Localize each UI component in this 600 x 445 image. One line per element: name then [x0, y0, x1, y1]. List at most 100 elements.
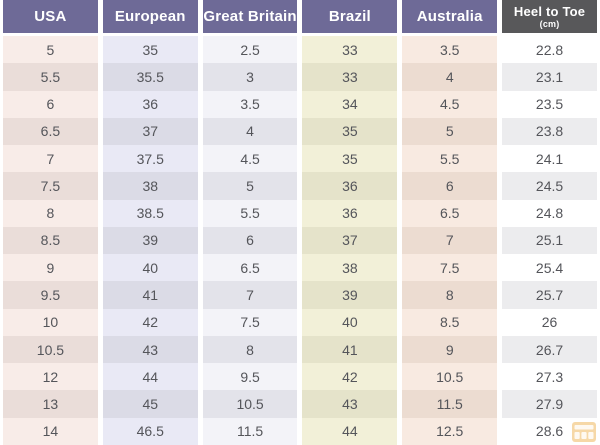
cell-european-row8: 39 — [102, 226, 198, 255]
cell-usa-row14: 13 — [3, 390, 98, 418]
cell-great_britain-row6: 5 — [202, 172, 298, 200]
cell-brazil-row7: 36 — [302, 199, 398, 227]
cell-great_britain-row11: 7.5 — [202, 308, 298, 336]
cell-great_britain-row13: 9.5 — [202, 363, 298, 391]
cell-great_britain-row1: 2.5 — [202, 36, 298, 64]
cell-european-row11: 42 — [102, 308, 198, 336]
column-header-european: European — [102, 0, 198, 33]
cell-australia-row8: 7 — [402, 226, 498, 255]
cell-brazil-row8: 37 — [302, 226, 398, 255]
column-brazil: Brazil 33 33 34 35 35 36 36 37 38 39 40 41 42 43 44 — [302, 0, 398, 445]
cell-brazil-row10: 39 — [302, 281, 398, 309]
cell-australia-row2: 4 — [402, 63, 498, 91]
cell-european-row12: 43 — [102, 335, 198, 364]
column-header-brazil: Brazil — [302, 0, 398, 33]
cell-european-row13: 44 — [102, 363, 198, 391]
header-label-european: European — [114, 8, 186, 25]
cell-european-row1: 35 — [102, 36, 198, 64]
cell-great_britain-row15: 11.5 — [202, 417, 298, 445]
cell-heel_to_toe-row8: 25.1 — [502, 226, 597, 255]
cell-brazil-row14: 43 — [302, 390, 398, 418]
cell-european-row6: 38 — [102, 172, 198, 200]
cell-great_britain-row10: 7 — [202, 281, 298, 309]
cell-european-row3: 36 — [102, 90, 198, 118]
cell-heel_to_toe-row13: 27.3 — [502, 363, 597, 391]
cell-australia-row1: 3.5 — [402, 36, 498, 64]
cell-usa-row15: 14 — [3, 417, 98, 445]
cell-heel_to_toe-row11: 26 — [502, 308, 597, 336]
cell-european-row5: 37.5 — [102, 145, 198, 173]
cell-european-row7: 38.5 — [102, 199, 198, 227]
cell-australia-row12: 9 — [402, 335, 498, 364]
cell-great_britain-row7: 5.5 — [202, 199, 298, 227]
column-header-heel_to_toe: Heel to Toe (cm) — [502, 0, 597, 33]
cell-brazil-row9: 38 — [302, 254, 398, 282]
cell-brazil-row3: 34 — [302, 90, 398, 118]
cell-heel_to_toe-row14: 27.9 — [502, 390, 597, 418]
cell-australia-row7: 6.5 — [402, 199, 498, 227]
cell-heel_to_toe-row3: 23.5 — [502, 90, 597, 118]
cell-heel_to_toe-row4: 23.8 — [502, 117, 597, 146]
cell-european-row10: 41 — [102, 281, 198, 309]
cell-great_britain-row4: 4 — [202, 117, 298, 146]
cell-great_britain-row12: 8 — [202, 335, 298, 364]
cell-heel_to_toe-row2: 23.1 — [502, 63, 597, 91]
cell-usa-row5: 7 — [3, 145, 98, 173]
header-label-australia: Australia — [416, 8, 483, 25]
cell-brazil-row11: 40 — [302, 308, 398, 336]
cell-heel_to_toe-row5: 24.1 — [502, 145, 597, 173]
cell-brazil-row2: 33 — [302, 63, 398, 91]
cell-usa-row8: 8.5 — [3, 226, 98, 255]
cell-usa-row4: 6.5 — [3, 117, 98, 146]
cell-heel_to_toe-row6: 24.5 — [502, 172, 597, 200]
cell-great_britain-row8: 6 — [202, 226, 298, 255]
cell-australia-row9: 7.5 — [402, 254, 498, 282]
column-heel_to_toe: Heel to Toe (cm) 22.8 23.1 23.5 23.8 24.1 24.5 2… — [502, 0, 597, 445]
cell-great_britain-row9: 6.5 — [202, 254, 298, 282]
cell-australia-row5: 5.5 — [402, 145, 498, 173]
cell-usa-row3: 6 — [3, 90, 98, 118]
cell-great_britain-row2: 3 — [202, 63, 298, 91]
cell-great_britain-row3: 3.5 — [202, 90, 298, 118]
cell-australia-row11: 8.5 — [402, 308, 498, 336]
cell-usa-row1: 5 — [3, 36, 98, 64]
column-great_britain: Great Britain 2.5 3 3.5 4 4.5 5 5.5 6 6.5 7 7.5 8 9.5… — [202, 0, 298, 445]
cell-brazil-row5: 35 — [302, 145, 398, 173]
cell-heel_to_toe-row15: 28.6 — [502, 417, 597, 445]
cell-australia-row6: 6 — [402, 172, 498, 200]
column-header-usa: USA — [3, 0, 98, 33]
cell-australia-row10: 8 — [402, 281, 498, 309]
cell-usa-row6: 7.5 — [3, 172, 98, 200]
column-european: European 35 35.5 36 37 37.5 38 38.5 39 40 41 42 43 44… — [102, 0, 198, 445]
column-header-australia: Australia — [402, 0, 498, 33]
cell-brazil-row6: 36 — [302, 172, 398, 200]
column-usa: USA 5 5.5 6 6.5 7 7.5 8 8.5 9 9.5 10 10.5 12 13 14 — [3, 0, 98, 445]
cell-european-row15: 46.5 — [102, 417, 198, 445]
cell-european-row2: 35.5 — [102, 63, 198, 91]
cell-brazil-row12: 41 — [302, 335, 398, 364]
header-label-great_britain: Great Britain — [203, 8, 297, 25]
column-australia: Australia 3.5 4 4.5 5 5.5 6 6.5 7 7.5 8 8.5 9 10.5 11.… — [402, 0, 498, 445]
table-logo-icon — [572, 422, 596, 442]
cell-australia-row14: 11.5 — [402, 390, 498, 418]
header-sublabel-heel_to_toe: (cm) — [539, 18, 560, 29]
cell-european-row9: 40 — [102, 254, 198, 282]
cell-usa-row12: 10.5 — [3, 335, 98, 364]
cell-heel_to_toe-row12: 26.7 — [502, 335, 597, 364]
cell-usa-row11: 10 — [3, 308, 98, 336]
cell-heel_to_toe-row10: 25.7 — [502, 281, 597, 309]
header-label-heel_to_toe: Heel to Toe — [513, 3, 586, 19]
cell-australia-row3: 4.5 — [402, 90, 498, 118]
header-label-brazil: Brazil — [328, 8, 371, 25]
cell-heel_to_toe-row7: 24.8 — [502, 199, 597, 227]
header-label-usa: USA — [34, 8, 67, 25]
cell-brazil-row15: 44 — [302, 417, 398, 445]
cell-great_britain-row5: 4.5 — [202, 145, 298, 173]
cell-brazil-row13: 42 — [302, 363, 398, 391]
cell-usa-row7: 8 — [3, 199, 98, 227]
cell-heel_to_toe-row1: 22.8 — [502, 36, 597, 64]
cell-heel_to_toe-row9: 25.4 — [502, 254, 597, 282]
cell-usa-row9: 9 — [3, 254, 98, 282]
